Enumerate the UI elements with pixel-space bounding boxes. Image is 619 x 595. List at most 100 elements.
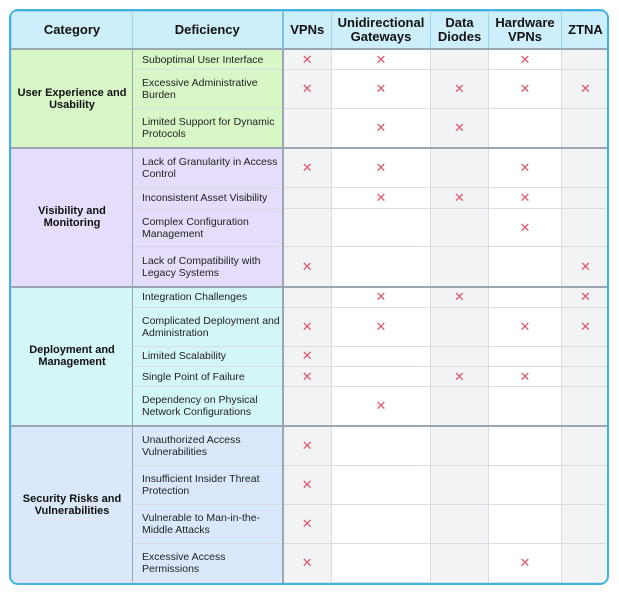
cross-mark-icon: ✕ — [580, 81, 591, 97]
cell-ztna — [561, 147, 607, 189]
cell-unidirectional-gateways: ✕ — [331, 48, 431, 71]
cell-data-diodes: ✕ — [430, 187, 489, 209]
cell-hardware-vpns: ✕ — [488, 307, 562, 347]
table-row: Insufficient Insider Threat Protection ✕ — [12, 465, 607, 506]
table-row: Security Risks and Vulnerabilities Unauth… — [11, 425, 607, 583]
cell-hardware-vpns — [488, 504, 562, 545]
cell-vpns: ✕ — [281, 307, 332, 347]
table-row: Excessive Administrative Burden ✕ ✕ ✕ ✕ ✕ — [12, 69, 607, 110]
cross-mark-icon: ✕ — [301, 555, 313, 571]
table-row: Inconsistent Asset Visibility ✕ ✕ ✕ — [12, 187, 607, 209]
header-deficiency: Deficiency — [132, 11, 283, 50]
cross-mark-icon: ✕ — [301, 318, 313, 334]
table-body: User Experience and Usability Suboptimal … — [11, 47, 607, 583]
cross-mark-icon: ✕ — [375, 289, 387, 305]
deficiency-cell: Unauthorized Access Vulnerabilities — [132, 425, 283, 467]
cell-ztna: ✕ — [561, 246, 607, 288]
cross-mark-icon: ✕ — [301, 348, 313, 364]
cell-data-diodes — [430, 307, 489, 347]
cell-hardware-vpns: ✕ — [488, 69, 562, 110]
cell-unidirectional-gateways — [331, 425, 431, 467]
cross-mark-icon: ✕ — [375, 160, 387, 176]
cell-hardware-vpns: ✕ — [488, 207, 562, 248]
cell-unidirectional-gateways — [331, 465, 431, 506]
cell-unidirectional-gateways — [331, 366, 431, 388]
table-row: Limited Support for Dynamic Protocols ✕ ✕ — [12, 108, 607, 149]
table-row: User Experience and Usability Suboptimal … — [11, 47, 607, 149]
cell-data-diodes — [430, 543, 489, 583]
cell-ztna: ✕ — [561, 69, 607, 110]
cross-mark-icon: ✕ — [454, 289, 465, 305]
cell-hardware-vpns — [488, 285, 562, 309]
header-row: Category Deficiency VPNs Unidirectional … — [11, 11, 607, 50]
cell-ztna — [561, 504, 607, 545]
cell-data-diodes — [430, 425, 489, 467]
deficiency-cell: Complex Configuration Management — [132, 207, 283, 248]
cross-mark-icon: ✕ — [375, 398, 387, 414]
cross-mark-icon: ✕ — [519, 318, 531, 334]
cell-unidirectional-gateways: ✕ — [331, 187, 431, 209]
cross-mark-icon: ✕ — [301, 51, 313, 67]
cross-mark-icon: ✕ — [375, 51, 387, 67]
cell-ztna: ✕ — [561, 285, 607, 309]
deficiency-cell: Limited Scalability — [132, 345, 283, 368]
cross-mark-icon: ✕ — [454, 368, 465, 384]
cell-hardware-vpns: ✕ — [488, 543, 562, 583]
cell-unidirectional-gateways: ✕ — [331, 108, 431, 149]
cell-data-diodes — [430, 246, 489, 288]
cell-hardware-vpns — [488, 425, 562, 467]
cell-hardware-vpns — [488, 345, 562, 368]
cross-mark-icon: ✕ — [519, 368, 531, 384]
table-row: Deployment and Management Integration Cha… — [11, 285, 607, 427]
deficiency-cell: Inconsistent Asset Visibility — [132, 187, 283, 209]
comparison-table-frame: Category Deficiency VPNs Unidirectional … — [9, 9, 609, 585]
header-ztna: ZTNA — [561, 11, 607, 50]
cell-vpns: ✕ — [281, 147, 332, 189]
cross-mark-icon: ✕ — [301, 477, 313, 493]
cell-data-diodes: ✕ — [430, 69, 489, 110]
header-vpns: VPNs — [281, 11, 332, 50]
cross-mark-icon: ✕ — [301, 258, 313, 274]
cell-ztna — [561, 425, 607, 467]
cell-ztna — [561, 345, 607, 368]
cross-mark-icon: ✕ — [454, 190, 465, 206]
cell-vpns: ✕ — [281, 246, 332, 288]
deficiency-comparison-table: Category Deficiency VPNs Unidirectional … — [11, 11, 607, 583]
cross-mark-icon: ✕ — [580, 289, 591, 305]
header-category: Category — [11, 11, 133, 50]
cross-mark-icon: ✕ — [454, 120, 465, 136]
cross-mark-icon: ✕ — [301, 516, 313, 532]
cell-ztna — [561, 187, 607, 209]
category-cell: Deployment and Management — [11, 285, 133, 427]
cross-mark-icon: ✕ — [519, 160, 531, 176]
cross-mark-icon: ✕ — [375, 81, 387, 97]
cell-data-diodes — [430, 207, 489, 248]
deficiency-cell: Dependency on Physical Network Configura… — [132, 386, 283, 427]
cell-hardware-vpns — [488, 386, 562, 427]
cross-mark-icon: ✕ — [301, 438, 313, 454]
cell-data-diodes — [430, 465, 489, 506]
table-row: Dependency on Physical Network Configura… — [12, 386, 607, 427]
category-cell: Visibility and Monitoring — [11, 147, 133, 288]
cell-unidirectional-gateways — [331, 246, 431, 288]
cell-ztna — [561, 386, 607, 427]
cross-mark-icon: ✕ — [301, 368, 313, 384]
cell-hardware-vpns — [488, 465, 562, 506]
cross-mark-icon: ✕ — [519, 219, 531, 235]
cell-data-diodes: ✕ — [430, 108, 489, 149]
cell-data-diodes: ✕ — [430, 285, 489, 309]
deficiency-cell: Lack of Granularity in Access Control — [132, 147, 283, 189]
deficiency-cell: Insufficient Insider Threat Protection — [132, 465, 283, 506]
cell-vpns — [281, 207, 332, 248]
cell-vpns: ✕ — [281, 69, 332, 110]
deficiency-cell: Limited Support for Dynamic Protocols — [132, 108, 283, 149]
table-row: Excessive Access Permissions ✕ ✕ — [12, 543, 607, 583]
cell-vpns — [281, 386, 332, 427]
cross-mark-icon: ✕ — [580, 258, 591, 274]
cell-vpns: ✕ — [281, 465, 332, 506]
cell-vpns: ✕ — [281, 366, 332, 388]
cross-mark-icon: ✕ — [519, 51, 531, 67]
cross-mark-icon: ✕ — [301, 81, 313, 97]
cell-data-diodes — [430, 504, 489, 545]
cell-vpns — [281, 285, 332, 309]
